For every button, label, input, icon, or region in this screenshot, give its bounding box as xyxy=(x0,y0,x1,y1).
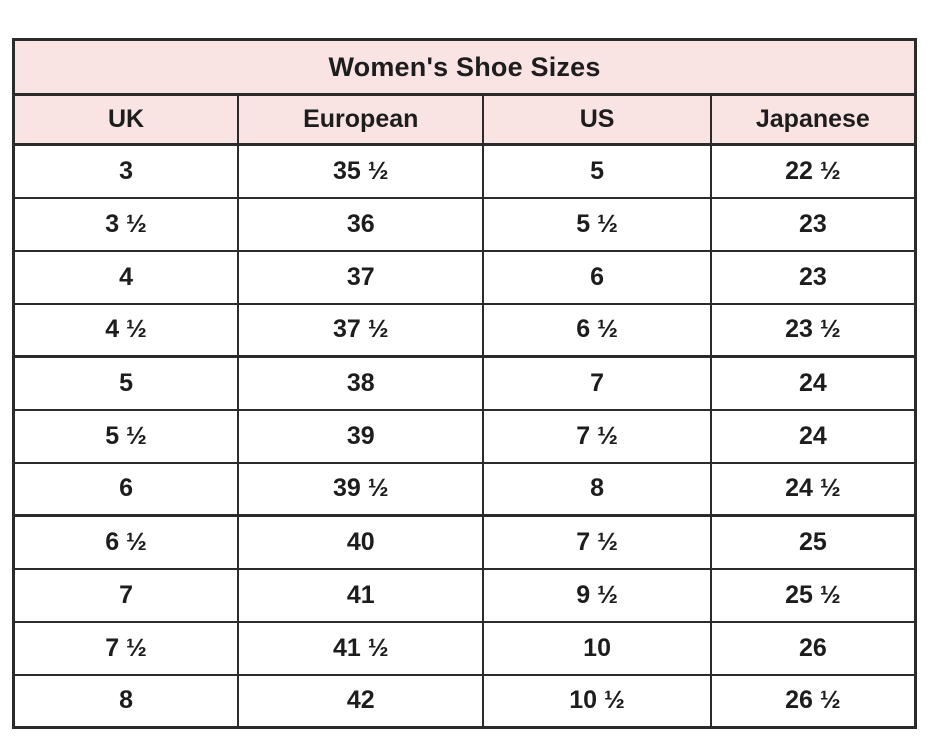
cell-uk: 5 ½ xyxy=(12,408,240,464)
table-row: 8 42 10 ½ 26 ½ xyxy=(12,673,917,729)
table-row: 3 ½ 36 5 ½ 23 xyxy=(12,196,917,252)
shoe-size-table: Women's Shoe Sizes UK European US Japane… xyxy=(12,38,917,729)
cell-european: 35 ½ xyxy=(237,143,485,199)
cell-european: 41 ½ xyxy=(237,620,485,676)
page: Women's Shoe Sizes UK European US Japane… xyxy=(12,38,917,729)
cell-european: 37 ½ xyxy=(237,302,485,358)
table-title: Women's Shoe Sizes xyxy=(13,39,916,96)
cell-european: 38 xyxy=(237,355,485,411)
table-row: 6 39 ½ 8 24 ½ xyxy=(12,461,917,517)
cell-us: 8 xyxy=(482,461,712,517)
cell-european: 36 xyxy=(237,196,485,252)
cell-japanese: 24 ½ xyxy=(709,461,917,517)
cell-us: 6 ½ xyxy=(482,302,712,358)
column-header-row: UK European US Japanese xyxy=(12,93,917,146)
cell-uk: 8 xyxy=(12,673,240,729)
cell-us: 9 ½ xyxy=(482,567,712,623)
table-row: 7 41 9 ½ 25 ½ xyxy=(12,567,917,623)
table-head: Women's Shoe Sizes UK European US Japane… xyxy=(12,39,917,146)
cell-uk: 4 xyxy=(12,249,240,305)
column-header-european: European xyxy=(237,93,485,146)
cell-japanese: 24 xyxy=(709,355,917,411)
cell-japanese: 26 ½ xyxy=(709,673,917,729)
cell-japanese: 23 ½ xyxy=(709,302,917,358)
column-header-japanese: Japanese xyxy=(709,93,917,146)
cell-us: 5 ½ xyxy=(482,196,712,252)
cell-japanese: 26 xyxy=(709,620,917,676)
cell-european: 40 xyxy=(237,514,485,570)
cell-us: 6 xyxy=(482,249,712,305)
cell-uk: 5 xyxy=(12,355,240,411)
cell-european: 39 xyxy=(237,408,485,464)
table-row: 7 ½ 41 ½ 10 26 xyxy=(12,620,917,676)
cell-uk: 3 ½ xyxy=(12,196,240,252)
cell-us: 10 xyxy=(482,620,712,676)
cell-us: 7 ½ xyxy=(482,514,712,570)
column-header-us: US xyxy=(482,93,712,146)
cell-uk: 6 ½ xyxy=(12,514,240,570)
cell-japanese: 22 ½ xyxy=(709,143,917,199)
cell-japanese: 23 xyxy=(709,196,917,252)
table-row: 5 ½ 39 7 ½ 24 xyxy=(12,408,917,464)
cell-us: 10 ½ xyxy=(482,673,712,729)
cell-european: 41 xyxy=(237,567,485,623)
table-row: 3 35 ½ 5 22 ½ xyxy=(12,143,917,199)
cell-japanese: 24 xyxy=(709,408,917,464)
table-row: 6 ½ 40 7 ½ 25 xyxy=(12,514,917,570)
cell-japanese: 25 xyxy=(709,514,917,570)
cell-european: 39 ½ xyxy=(237,461,485,517)
cell-uk: 3 xyxy=(12,143,240,199)
cell-uk: 4 ½ xyxy=(12,302,240,358)
cell-us: 7 ½ xyxy=(482,408,712,464)
cell-japanese: 25 ½ xyxy=(709,567,917,623)
cell-japanese: 23 xyxy=(709,249,917,305)
title-row: Women's Shoe Sizes xyxy=(13,39,916,96)
cell-us: 7 xyxy=(482,355,712,411)
cell-uk: 6 xyxy=(12,461,240,517)
cell-european: 42 xyxy=(237,673,485,729)
cell-us: 5 xyxy=(482,143,712,199)
cell-european: 37 xyxy=(237,249,485,305)
table-row: 5 38 7 24 xyxy=(12,355,917,411)
column-header-uk: UK xyxy=(12,93,240,146)
table-row: 4 37 6 23 xyxy=(12,249,917,305)
cell-uk: 7 ½ xyxy=(12,620,240,676)
cell-uk: 7 xyxy=(12,567,240,623)
